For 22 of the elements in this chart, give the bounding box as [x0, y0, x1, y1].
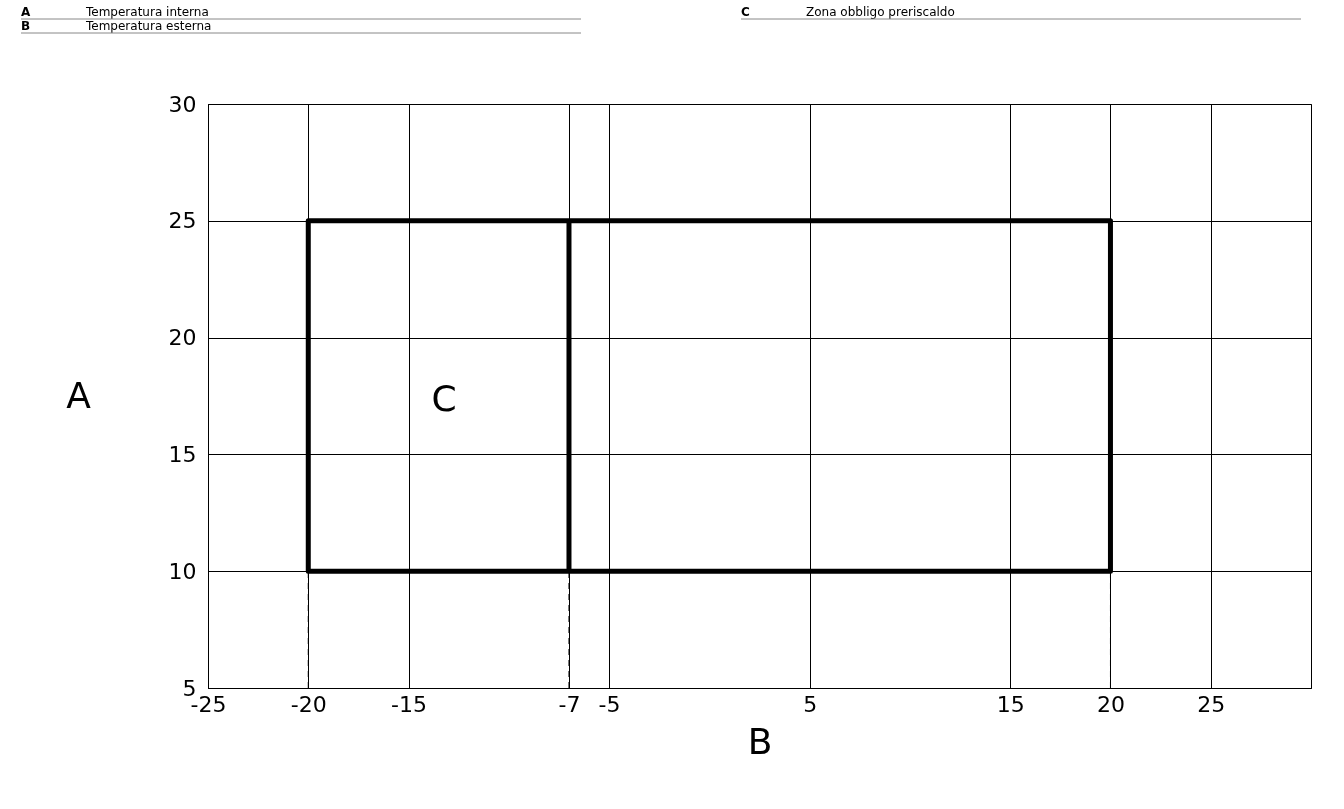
x-tick-label: -15 — [391, 691, 428, 717]
x-tick-label: 15 — [996, 691, 1025, 717]
x-axis-title: B — [747, 720, 773, 762]
x-tick-label: -5 — [598, 691, 621, 717]
y-tick-label: 10 — [168, 558, 197, 584]
text: Temperatura interna — [85, 5, 209, 19]
x-tick-label: 20 — [1096, 691, 1125, 717]
text: Temperatura esterna — [85, 19, 212, 33]
y-axis-title: A — [66, 374, 92, 416]
y-tick-label: 15 — [168, 441, 197, 467]
x-tick-label: 5 — [803, 691, 818, 717]
y-tick-label: 25 — [168, 208, 197, 234]
text: A — [21, 5, 31, 19]
text: Zona obbligo preriscaldo — [806, 5, 955, 19]
x-tick-label: -20 — [290, 691, 327, 717]
x-tick-label: -7 — [558, 691, 581, 717]
text: C — [741, 5, 750, 19]
annotation: C — [431, 378, 457, 419]
y-tick-label: 20 — [168, 325, 197, 351]
x-tick-label: 25 — [1197, 691, 1226, 717]
y-tick-label: 30 — [168, 91, 197, 117]
text: B — [21, 19, 31, 33]
